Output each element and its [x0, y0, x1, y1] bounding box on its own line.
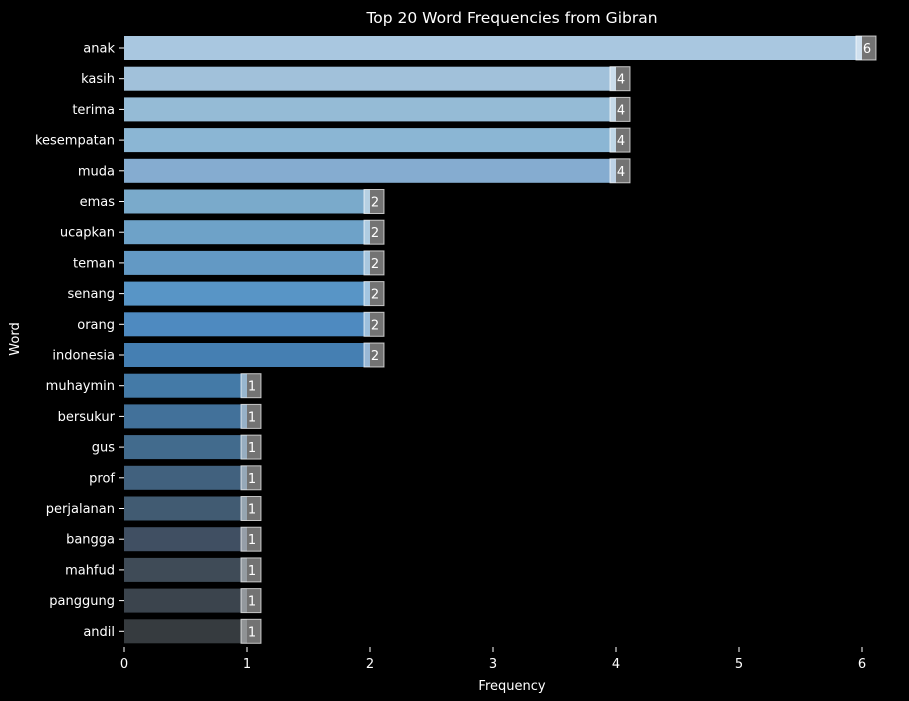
bar-bersukur — [124, 404, 247, 429]
data-label-box-muhaymin — [240, 373, 262, 399]
bar-perjalanan — [124, 496, 247, 521]
y-tick-label-emas: emas — [80, 195, 116, 210]
bar-mahfud — [124, 557, 247, 582]
data-label-anak: 6 — [863, 42, 871, 57]
data-label-mahfud: 1 — [248, 564, 256, 579]
data-label-prof: 1 — [248, 472, 256, 487]
chart-title: Top 20 Word Frequencies from Gibran — [365, 9, 657, 27]
bar-anak — [124, 36, 862, 60]
y-tick-label-perjalanan: perjalanan — [46, 502, 115, 517]
y-tick-label-bangga: bangga — [66, 533, 115, 548]
data-label-andil: 1 — [248, 625, 256, 640]
bar-teman — [124, 250, 370, 275]
x-tick-label-0: 0 — [120, 657, 128, 672]
data-label-box-gus — [240, 434, 262, 460]
bar-muda — [124, 158, 616, 183]
y-axis-label: Word — [8, 322, 23, 355]
y-tick-label-kesempatan: kesempatan — [35, 134, 115, 149]
bar-senang — [124, 281, 370, 306]
data-label-box-terima — [609, 96, 631, 122]
y-tick-label-muda: muda — [78, 164, 115, 179]
y-tick-label-orang: orang — [77, 318, 115, 333]
data-label-box-orang — [363, 311, 385, 337]
bar-orang — [124, 312, 370, 337]
data-label-bersukur: 1 — [248, 410, 256, 425]
y-tick-label-bersukur: bersukur — [58, 410, 116, 425]
data-label-indonesia: 2 — [371, 349, 379, 364]
y-tick-label-prof: prof — [89, 471, 115, 486]
y-tick-labels: anak kasih terima kesempatan muda emas ucapkan… — [35, 42, 124, 640]
bar-muhaymin — [124, 373, 247, 398]
data-label-box-muda — [609, 158, 631, 184]
bar-ucapkan — [124, 220, 370, 245]
x-tick-label-4: 4 — [612, 657, 620, 672]
x-tick-label-1: 1 — [243, 657, 251, 672]
data-label-box-emas — [363, 189, 385, 214]
y-tick-label-ucapkan: ucapkan — [60, 226, 115, 241]
bars-layer: 6 4 4 4 4 2 2 2 2 2 2 1 1 1 1 1 1 1 1 1 — [124, 35, 877, 644]
bar-terima — [124, 97, 616, 122]
bar-kasih — [124, 66, 616, 91]
data-label-kesempatan: 4 — [617, 134, 625, 149]
data-label-box-ucapkan — [363, 219, 385, 245]
bar-indonesia — [124, 343, 370, 367]
data-label-teman: 2 — [371, 257, 379, 272]
y-tick-label-senang: senang — [68, 287, 115, 302]
data-label-box-anak — [855, 35, 877, 61]
data-label-box-prof — [240, 465, 262, 491]
y-tick-label-muhaymin: muhaymin — [46, 379, 115, 394]
x-tick-label-2: 2 — [366, 657, 374, 672]
y-tick-label-terima: terima — [72, 103, 115, 118]
y-tick-label-mahfud: mahfud — [65, 563, 115, 578]
bar-andil — [124, 619, 247, 644]
y-tick-label-teman: teman — [73, 256, 115, 271]
x-axis: 0 1 2 3 4 5 6 — [120, 647, 866, 672]
y-tick-label-anak: anak — [83, 42, 115, 57]
x-tick-label-3: 3 — [489, 657, 497, 672]
data-label-box-bersukur — [240, 403, 262, 429]
y-tick-label-kasih: kasih — [81, 72, 115, 87]
data-label-box-indonesia — [363, 342, 385, 368]
data-label-box-panggung — [240, 588, 262, 614]
data-label-ucapkan: 2 — [371, 226, 379, 241]
data-label-bangga: 1 — [248, 533, 256, 548]
data-label-box-andil — [240, 618, 262, 644]
x-tick-label-6: 6 — [858, 657, 866, 672]
y-tick-label-panggung: panggung — [49, 594, 115, 609]
bar-prof — [124, 465, 247, 490]
data-label-box-bangga — [240, 526, 262, 552]
data-label-perjalanan: 1 — [248, 503, 256, 518]
y-tick-label-gus: gus — [92, 441, 115, 456]
data-label-box-perjalanan — [240, 496, 262, 521]
data-label-box-senang — [363, 281, 385, 307]
bar-gus — [124, 435, 247, 460]
data-label-terima: 4 — [617, 103, 625, 118]
data-label-box-teman — [363, 250, 385, 276]
data-label-muhaymin: 1 — [248, 380, 256, 395]
data-label-panggung: 1 — [248, 595, 256, 610]
bar-emas — [124, 189, 370, 214]
data-label-senang: 2 — [371, 288, 379, 303]
data-label-emas: 2 — [371, 196, 379, 211]
data-label-box-mahfud — [240, 557, 262, 583]
bar-kesempatan — [124, 128, 616, 153]
y-tick-label-andil: andil — [83, 625, 115, 640]
x-tick-label-5: 5 — [735, 657, 743, 672]
x-axis-label: Frequency — [478, 679, 545, 694]
bar-panggung — [124, 588, 247, 613]
data-label-box-kesempatan — [609, 127, 631, 153]
y-tick-label-indonesia: indonesia — [52, 349, 115, 364]
data-label-orang: 2 — [371, 318, 379, 333]
bar-bangga — [124, 527, 247, 552]
data-label-muda: 4 — [617, 165, 625, 180]
data-label-kasih: 4 — [617, 73, 625, 88]
data-label-box-kasih — [609, 66, 631, 92]
data-label-gus: 1 — [248, 441, 256, 456]
